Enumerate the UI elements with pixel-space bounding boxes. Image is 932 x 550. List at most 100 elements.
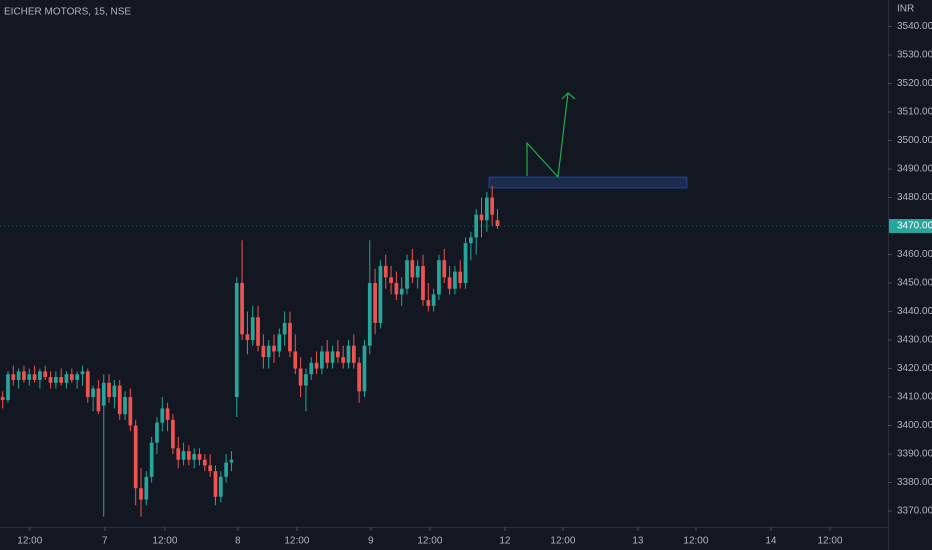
candle-body xyxy=(101,382,106,406)
x-tick-label: 14 xyxy=(765,536,777,547)
candle-body xyxy=(309,362,314,375)
y-tick-label: 3410.00 xyxy=(897,392,932,403)
x-tick-label: 12:00 xyxy=(550,536,575,547)
candle-body xyxy=(59,377,64,383)
candle-body xyxy=(330,351,335,363)
candle-body xyxy=(383,265,388,278)
candle-body xyxy=(208,465,213,472)
candle-body xyxy=(91,388,95,398)
y-tick-label: 3510.00 xyxy=(897,107,932,118)
candle-body xyxy=(123,397,127,415)
candle-body xyxy=(165,408,170,420)
candle-body xyxy=(469,237,473,244)
candle-body xyxy=(463,243,468,284)
candle-body xyxy=(442,260,447,278)
candle-body xyxy=(399,288,404,295)
candle-body xyxy=(85,371,90,398)
x-tick-label: 9 xyxy=(368,536,374,547)
candle-body xyxy=(139,488,143,500)
candle-body xyxy=(415,265,420,278)
candle-body xyxy=(426,300,431,306)
candle-body xyxy=(405,260,409,289)
last-price-box xyxy=(889,219,932,234)
x-tick-label: 12:00 xyxy=(817,536,842,547)
candle-body xyxy=(314,362,319,369)
chart-title: EICHER MOTORS, 15, NSE xyxy=(4,7,131,18)
candle-body xyxy=(304,374,308,386)
candle-body xyxy=(346,345,351,363)
y-tick-label: 3400.00 xyxy=(897,420,932,431)
candle-body xyxy=(112,385,117,398)
y-tick-label: 3370.00 xyxy=(897,506,932,517)
candle-body xyxy=(484,197,489,221)
candle-body xyxy=(32,374,37,380)
candle-body xyxy=(495,220,500,227)
candle-body xyxy=(240,283,244,335)
candle-body xyxy=(171,419,175,449)
candle-body xyxy=(133,425,138,489)
candle-body xyxy=(266,345,271,358)
candle-body xyxy=(6,374,10,400)
candle-body xyxy=(11,374,16,380)
currency-label: INR xyxy=(897,4,914,15)
zone-drawing xyxy=(488,176,688,189)
y-tick-label: 3490.00 xyxy=(897,164,932,175)
arrow-head xyxy=(561,92,576,100)
y-tick-label: 3390.00 xyxy=(897,449,932,460)
y-tick-label: 3380.00 xyxy=(897,477,932,488)
candle-body xyxy=(378,265,383,323)
x-tick-label: 12 xyxy=(499,536,511,547)
candle-body xyxy=(282,322,287,335)
candle-body xyxy=(288,322,292,352)
y-tick-label: 3530.00 xyxy=(897,50,932,61)
x-tick-label: 12:00 xyxy=(417,536,442,547)
candle-body xyxy=(261,345,266,358)
candle-body xyxy=(357,362,361,392)
candle-body xyxy=(27,374,32,380)
candle-body xyxy=(447,277,452,289)
candle-body xyxy=(367,283,372,346)
candle-body xyxy=(479,214,484,221)
candle-body xyxy=(64,374,69,383)
x-tick-label: 12:00 xyxy=(152,536,177,547)
candle-body xyxy=(117,385,122,415)
candle-body xyxy=(490,197,495,215)
candle-body xyxy=(176,448,181,460)
x-tick-label: 12:00 xyxy=(683,536,708,547)
candle-body xyxy=(160,408,165,423)
candle-body xyxy=(245,334,250,341)
candle-body xyxy=(431,294,436,306)
y-tick-label: 3480.00 xyxy=(897,192,932,203)
candle-body xyxy=(256,317,260,346)
x-tick-label: 12:00 xyxy=(284,536,309,547)
candle-body xyxy=(43,371,48,378)
candle-body xyxy=(272,345,276,352)
candle-body xyxy=(96,388,101,412)
candle-body xyxy=(0,397,5,400)
x-tick-label: 13 xyxy=(632,536,644,547)
candle-body xyxy=(224,462,228,477)
y-tick-label: 3460.00 xyxy=(897,249,932,260)
candle-body xyxy=(373,283,377,323)
y-tick-label: 3430.00 xyxy=(897,335,932,346)
candle-body xyxy=(234,283,239,398)
y-tick-label: 3520.00 xyxy=(897,78,932,89)
candle-body xyxy=(187,451,191,460)
y-tick-label: 3450.00 xyxy=(897,278,932,289)
candle-body xyxy=(453,271,457,289)
candle-body xyxy=(213,471,218,497)
candle-body xyxy=(218,476,223,497)
candle-body xyxy=(22,371,26,380)
candle-body xyxy=(128,397,133,426)
candle-body xyxy=(48,377,53,383)
y-tick-label: 3420.00 xyxy=(897,363,932,374)
y-tick-label: 3500.00 xyxy=(897,135,932,146)
candle-body xyxy=(155,422,159,443)
candle-body xyxy=(16,371,21,380)
candle-body xyxy=(437,260,441,295)
candle-body xyxy=(277,334,282,352)
candle-body xyxy=(410,260,415,278)
x-tick-label: 7 xyxy=(102,536,108,547)
candle-body xyxy=(229,459,234,463)
